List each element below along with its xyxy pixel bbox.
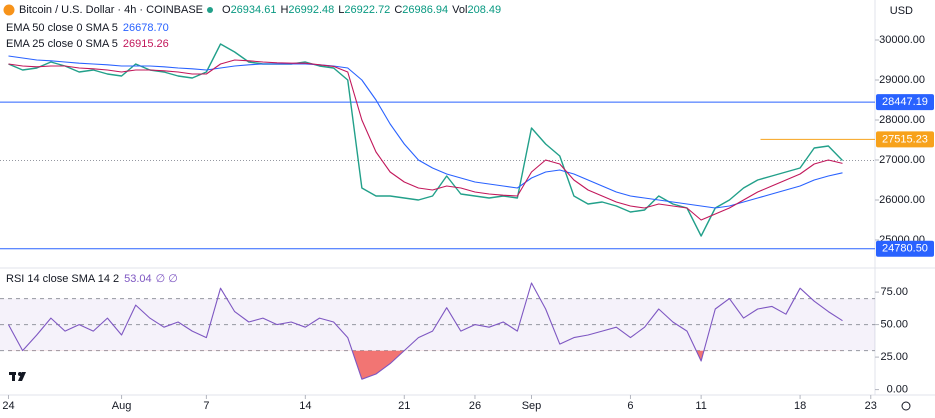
symbol-title: Bitcoin / U.S. Dollar · 4h · COINBASE — [19, 4, 203, 16]
x-tick-label: Sep — [522, 400, 542, 412]
rsi-value: 53.04 — [124, 273, 152, 285]
price-line — [8, 43, 843, 237]
y-tick-label: 26000.00 — [879, 194, 925, 206]
ohlc-value: 26934.61 — [231, 4, 277, 16]
level-label-box — [876, 240, 934, 257]
x-tick-label: 24 — [2, 400, 14, 412]
status-dot — [207, 7, 213, 13]
level-label: 27515.23 — [882, 133, 928, 145]
y-tick-label: 25.00 — [880, 351, 908, 363]
ohlc-label: O — [222, 4, 231, 16]
ohlc-value: 26986.94 — [402, 4, 448, 16]
x-tick-label: 14 — [299, 400, 311, 412]
y-tick-label: 75.00 — [880, 286, 908, 298]
settings-icon[interactable] — [901, 401, 911, 411]
y-tick-label: 30000.00 — [879, 34, 925, 46]
indicator-value: 26915.26 — [123, 38, 169, 50]
y-tick-label: 0.00 — [887, 384, 908, 396]
ohlc-label: Vol — [452, 4, 467, 16]
ohlc-label: L — [338, 4, 344, 16]
x-tick-label: 7 — [203, 400, 209, 412]
y-tick-label: 29000.00 — [879, 74, 925, 86]
ohlc-label: H — [280, 4, 288, 16]
ohlc-value: 26922.72 — [344, 4, 390, 16]
x-tick-label: 26 — [469, 400, 481, 412]
level-label-box — [876, 131, 934, 148]
x-tick-label: 18 — [794, 400, 806, 412]
y-tick-label: 27000.00 — [879, 154, 925, 166]
rsi-extra: ∅ ∅ — [156, 273, 178, 285]
x-tick-label: 6 — [627, 400, 633, 412]
indicator-value: 26678.70 — [123, 22, 169, 34]
x-tick-label: 11 — [695, 400, 706, 412]
rsi-name: RSI 14 close SMA 14 2 — [6, 273, 119, 285]
ohlc-value: 26992.48 — [288, 4, 334, 16]
indicator-name: EMA 25 close 0 SMA 5 — [6, 38, 118, 50]
ema-line — [8, 59, 843, 221]
symbol-icon — [3, 4, 15, 16]
indicator-name: EMA 50 close 0 SMA 5 — [6, 22, 118, 34]
y-tick-label: 50.00 — [880, 319, 908, 331]
x-tick-label: Aug — [112, 400, 132, 412]
rsi-line — [7, 282, 843, 380]
currency: USD — [890, 5, 913, 17]
x-tick-label: 21 — [398, 400, 410, 412]
level-label: 24780.50 — [882, 243, 928, 255]
level-label: 28447.19 — [882, 96, 928, 108]
ohlc-label: C — [394, 4, 402, 16]
tv-logo — [9, 372, 26, 381]
ohlc-value: 208.49 — [467, 4, 501, 16]
level-label-box — [876, 94, 934, 111]
x-tick-label: 23 — [865, 400, 877, 412]
y-tick-label: 28000.00 — [879, 114, 925, 126]
ema-line — [8, 55, 843, 209]
rsi-oversold-fill — [352, 350, 704, 380]
